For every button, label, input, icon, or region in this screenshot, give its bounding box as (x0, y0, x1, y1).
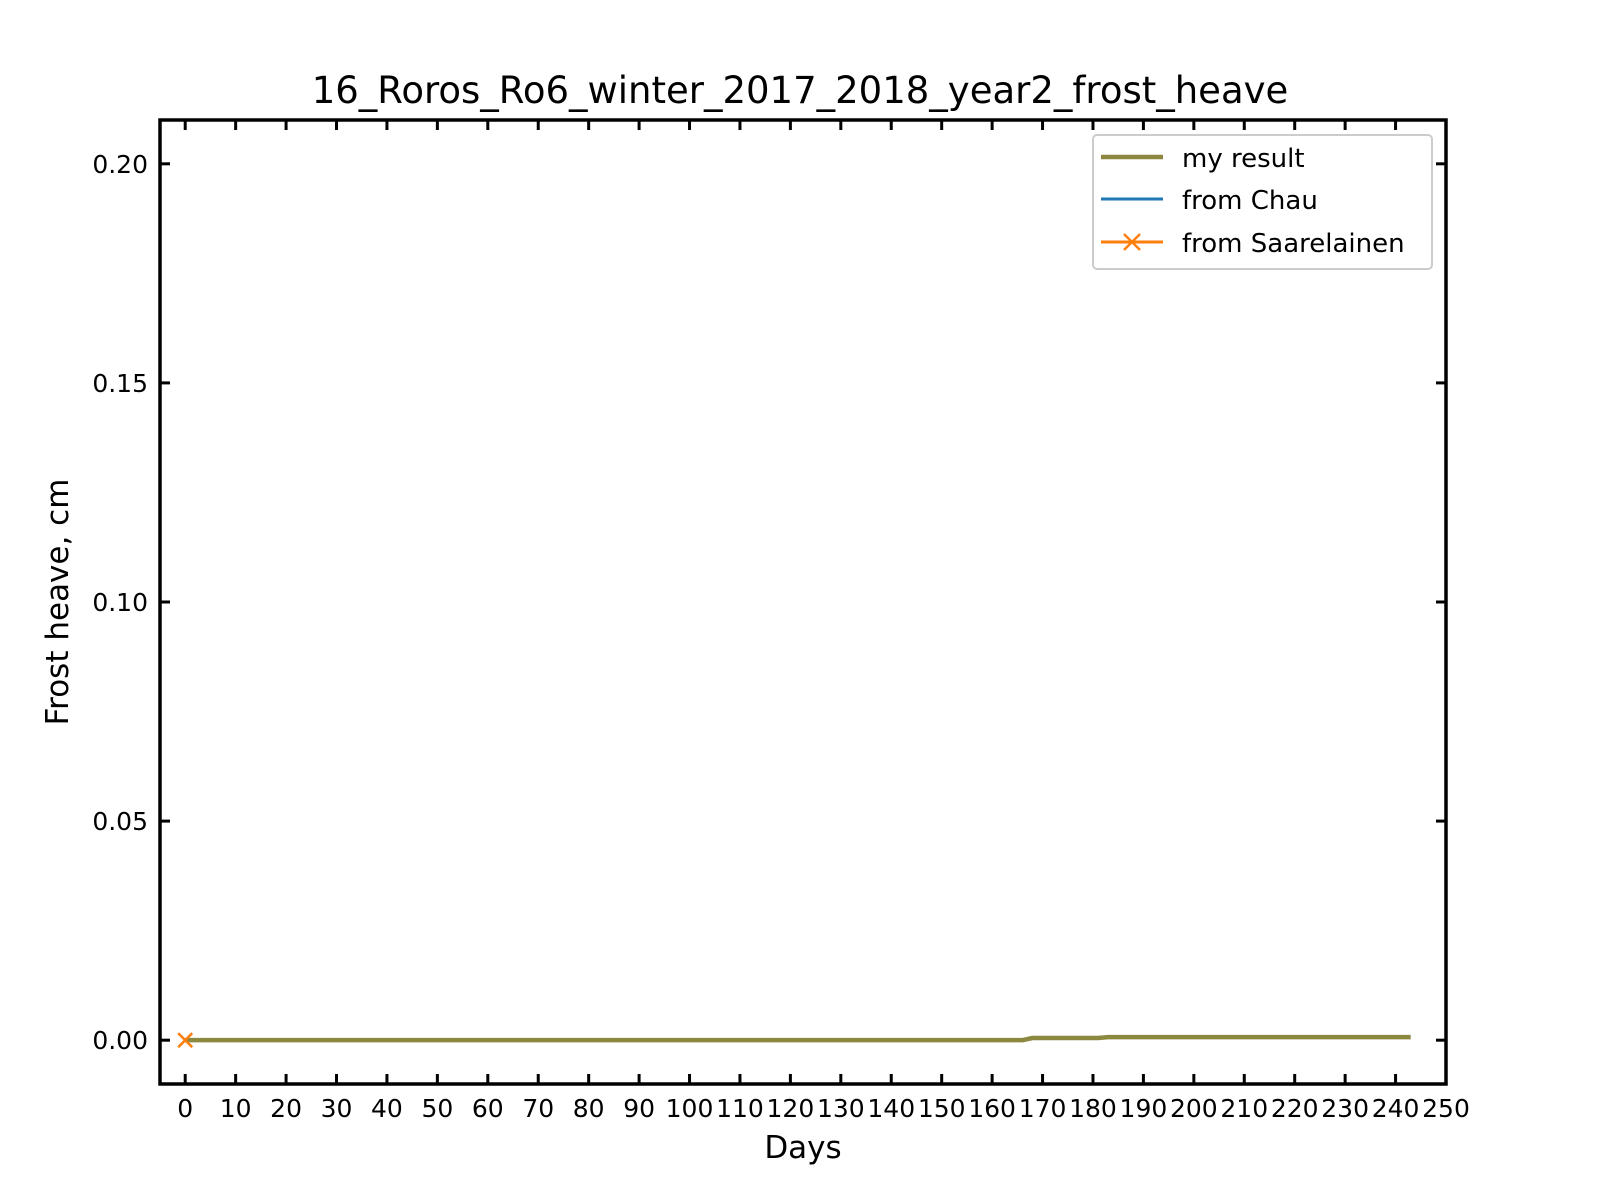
x-tick-label: 0 (177, 1094, 193, 1123)
x-tick-label: 180 (1069, 1094, 1117, 1123)
x-tick-label: 220 (1271, 1094, 1319, 1123)
x-tick-label: 70 (522, 1094, 554, 1123)
x-tick-label: 60 (472, 1094, 504, 1123)
x-tick-label: 30 (321, 1094, 353, 1123)
plot-background (160, 120, 1446, 1084)
x-tick-label: 120 (767, 1094, 815, 1123)
x-tick-label: 50 (421, 1094, 453, 1123)
x-tick-label: 80 (573, 1094, 605, 1123)
plot-frame (158, 118, 1448, 1086)
series-line-my-result (185, 1034, 1411, 1043)
x-axis-label: Days (764, 1130, 841, 1166)
legend: my result from Chau from Saarelainen (1092, 134, 1433, 270)
x-tick-label: 190 (1120, 1094, 1168, 1123)
legend-label-from-chau: from Chau (1182, 186, 1318, 216)
x-tick-label: 20 (270, 1094, 302, 1123)
x-tick-label: 110 (716, 1094, 764, 1123)
x-tick-label: 130 (817, 1094, 865, 1123)
chart-title: 16_Roros_Ro6_winter_2017_2018_year2_fros… (312, 69, 1289, 112)
x-tick-label: 160 (968, 1094, 1016, 1123)
legend-label-from-saarelainen: from Saarelainen (1182, 229, 1405, 259)
y-tick-label: 0.05 (92, 807, 148, 836)
x-tick-label: 90 (623, 1094, 655, 1123)
y-tick-label: 0.15 (92, 369, 148, 398)
x-tick-label: 150 (918, 1094, 966, 1123)
x-tick-label: 140 (867, 1094, 915, 1123)
x-tick-label: 170 (1019, 1094, 1067, 1123)
x-tick-label: 250 (1422, 1094, 1470, 1123)
marker-stroke (177, 1032, 194, 1049)
legend-frame (1092, 134, 1433, 270)
legend-label-my-result: my result (1182, 144, 1305, 174)
x-tick-label: 240 (1372, 1094, 1420, 1123)
data-series (177, 1032, 1411, 1049)
y-tick-label: 0.20 (92, 150, 148, 179)
x-tick-label: 230 (1321, 1094, 1369, 1123)
x-tick-label: 100 (666, 1094, 714, 1123)
y-tick-label: 0.00 (92, 1026, 148, 1055)
plot-area (160, 120, 1446, 1084)
legend-marker-from-saarelainen (1123, 233, 1141, 251)
y-axis-label: Frost heave, cm (40, 479, 76, 726)
x-tick-label: 200 (1170, 1094, 1218, 1123)
x-tick-label: 10 (220, 1094, 252, 1123)
y-tick-label: 0.10 (92, 588, 148, 617)
x-tick-label: 210 (1220, 1094, 1268, 1123)
x-tick-label: 40 (371, 1094, 403, 1123)
data-point-from-saarelainen (177, 1032, 194, 1049)
